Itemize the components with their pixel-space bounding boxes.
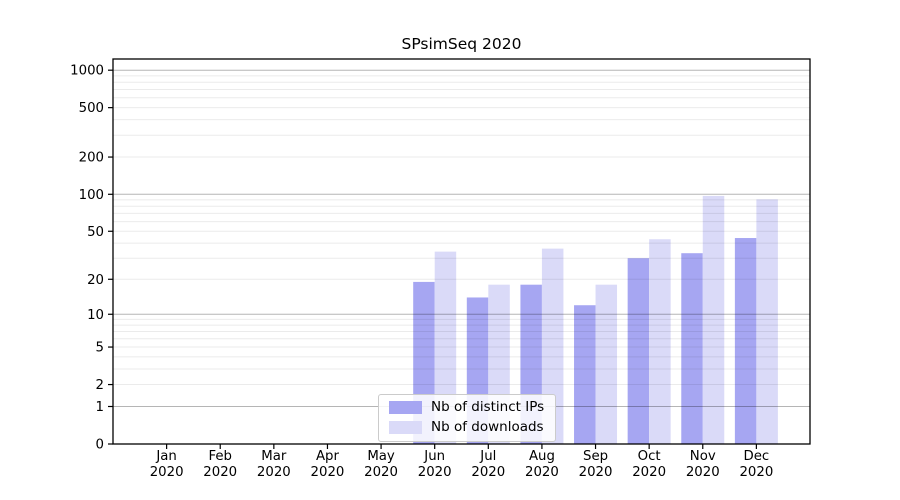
x-tick-label-oct: Oct 2020 [632, 449, 666, 480]
bar-distinct-ips-sep [574, 305, 596, 444]
bar-distinct-ips-nov [681, 253, 703, 444]
bar-downloads-dec [756, 199, 778, 444]
y-tick-label-20: 20 [87, 273, 104, 288]
chart-title: SPsimSeq 2020 [401, 35, 522, 53]
x-tick-label-mar: Mar 2020 [257, 449, 291, 480]
y-tick-label-1000: 1000 [70, 64, 104, 79]
bar-downloads-sep [595, 284, 618, 444]
legend-entry-distinct-ips: Nb of distinct IPs [389, 399, 545, 415]
legend-label-downloads: Nb of downloads [431, 418, 544, 435]
y-tick-label-200: 200 [79, 151, 104, 166]
x-tick-label-jul: Jul 2020 [471, 449, 505, 480]
y-tick-label-5: 5 [96, 341, 104, 356]
legend-swatch-distinct-ips [389, 401, 422, 415]
legend: Nb of distinct IPs Nb of downloads [378, 394, 557, 442]
bar-distinct-ips-dec [734, 238, 757, 444]
bar-downloads-oct [649, 239, 671, 444]
legend-swatch-downloads [389, 420, 422, 434]
x-tick-label-apr: Apr 2020 [311, 449, 345, 480]
y-tick-label-0: 0 [96, 438, 104, 453]
bar-distinct-ips-oct [627, 258, 650, 444]
x-tick-label-nov: Nov 2020 [686, 449, 720, 480]
x-tick-label-sep: Sep 2020 [579, 449, 613, 480]
legend-label-distinct-ips: Nb of distinct IPs [431, 399, 545, 415]
axis-frame [112, 58, 811, 445]
x-tick-label-jun: Jun 2020 [418, 449, 452, 480]
x-tick-label-dec: Dec 2020 [739, 449, 773, 480]
y-tick-label-500: 500 [79, 101, 104, 116]
legend-entry-downloads: Nb of downloads [389, 418, 544, 435]
x-tick-label-aug: Aug 2020 [525, 449, 559, 480]
y-tick-label-1: 1 [96, 400, 104, 415]
x-tick-label-feb: Feb 2020 [203, 449, 237, 480]
y-tick-label-50: 50 [87, 225, 104, 240]
x-tick-label-may: May 2020 [364, 449, 398, 480]
y-tick-label-100: 100 [79, 188, 104, 203]
bar-downloads-nov [702, 195, 725, 444]
y-tick-label-10: 10 [87, 308, 104, 323]
y-tick-label-2: 2 [96, 378, 104, 393]
x-tick-label-jan: Jan 2020 [150, 449, 184, 480]
